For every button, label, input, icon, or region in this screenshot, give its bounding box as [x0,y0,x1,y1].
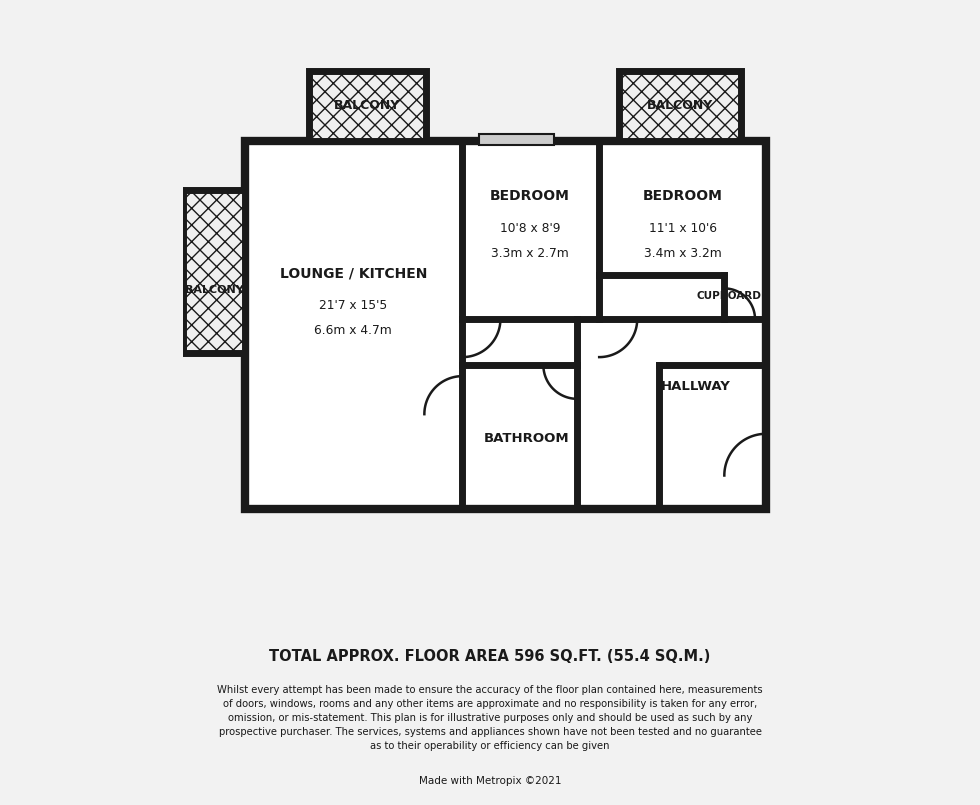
Text: BEDROOM: BEDROOM [490,189,569,204]
Text: 21'7 x 15'5: 21'7 x 15'5 [319,299,387,312]
Text: TOTAL APPROX. FLOOR AREA 596 SQ.FT. (55.4 SQ.M.): TOTAL APPROX. FLOOR AREA 596 SQ.FT. (55.… [270,649,710,663]
Bar [183,190,245,353]
Text: Made with Metropix ©2021: Made with Metropix ©2021 [418,776,562,786]
Text: Whilst every attempt has been made to ensure the accuracy of the floor plan cont: Whilst every attempt has been made to en… [218,685,762,751]
Text: BEDROOM: BEDROOM [643,189,722,204]
Text: CUPBOARD: CUPBOARD [696,291,761,301]
Text: 6.6m x 4.7m: 6.6m x 4.7m [315,324,392,336]
Text: 3.4m x 3.2m: 3.4m x 3.2m [644,247,721,260]
Text: LOUNGE / KITCHEN: LOUNGE / KITCHEN [279,266,427,280]
Text: HALLWAY: HALLWAY [661,380,730,393]
Bar [618,71,742,141]
Bar [479,134,555,146]
Text: BALCONY: BALCONY [184,285,243,295]
Bar [309,71,425,141]
Text: BALCONY: BALCONY [647,100,713,113]
Text: 11'1 x 10'6: 11'1 x 10'6 [649,222,716,235]
Text: 3.3m x 2.7m: 3.3m x 2.7m [491,247,568,260]
Text: 10'8 x 8'9: 10'8 x 8'9 [500,222,561,235]
Text: BATHROOM: BATHROOM [484,432,569,445]
Text: BALCONY: BALCONY [334,100,401,113]
Bar [245,141,766,510]
